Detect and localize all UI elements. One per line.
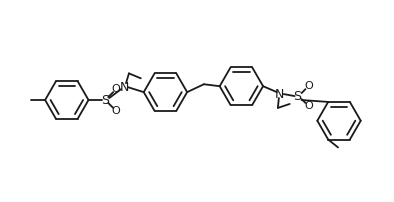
Text: O: O <box>112 106 121 116</box>
Text: S: S <box>101 94 109 106</box>
Text: N: N <box>275 88 284 101</box>
Text: N: N <box>119 81 129 94</box>
Text: O: O <box>112 84 121 94</box>
Text: O: O <box>304 81 313 91</box>
Text: O: O <box>304 101 313 111</box>
Text: S: S <box>294 89 301 103</box>
